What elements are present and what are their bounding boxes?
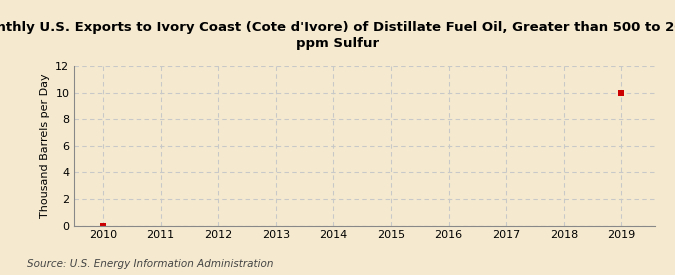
Text: Source: U.S. Energy Information Administration: Source: U.S. Energy Information Administ… (27, 259, 273, 269)
Text: Monthly U.S. Exports to Ivory Coast (Cote d'Ivore) of Distillate Fuel Oil, Great: Monthly U.S. Exports to Ivory Coast (Cot… (0, 21, 675, 50)
Y-axis label: Thousand Barrels per Day: Thousand Barrels per Day (40, 73, 50, 218)
